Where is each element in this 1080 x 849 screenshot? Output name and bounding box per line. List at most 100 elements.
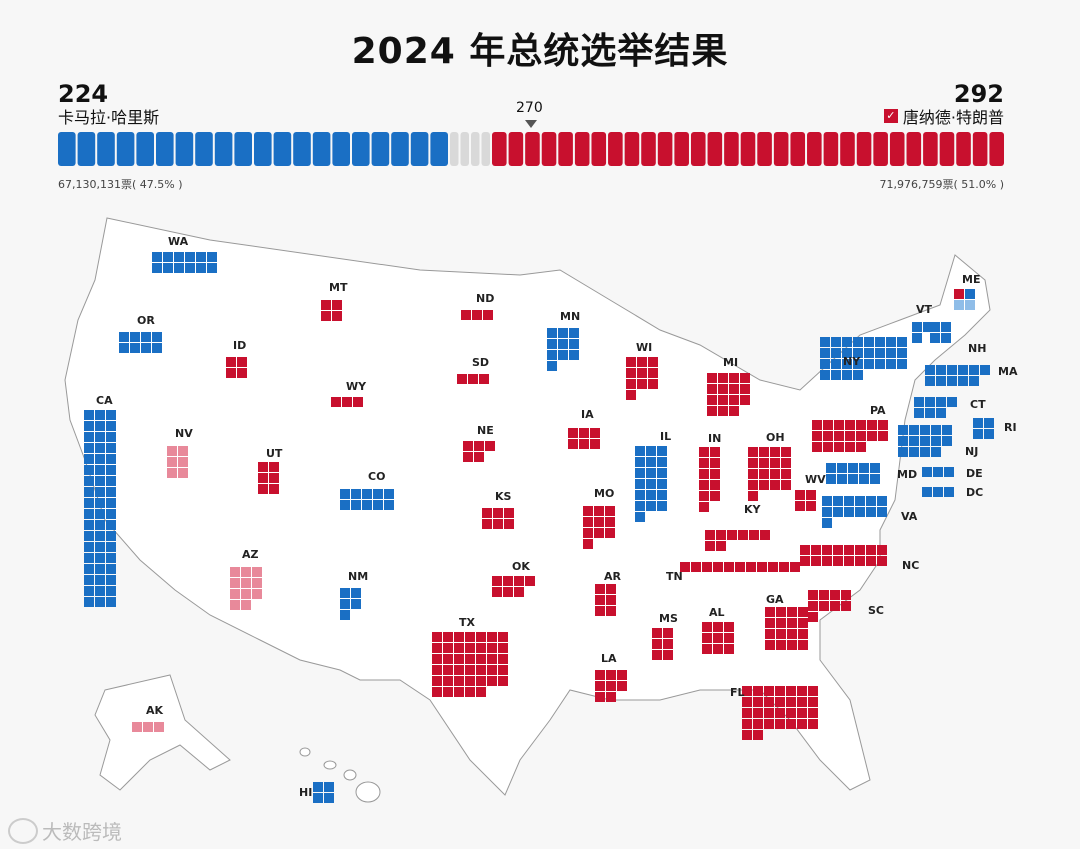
watermark-logo-icon (8, 817, 38, 844)
tile-in (699, 469, 709, 479)
tile-mn (547, 339, 557, 349)
tile-md (826, 474, 836, 484)
tile-tx (443, 687, 453, 697)
tile-ca (106, 520, 116, 530)
tile-az (252, 578, 262, 588)
tile-ms (663, 650, 673, 660)
tile-nc (811, 545, 821, 555)
tile-ia (590, 439, 600, 449)
tile-in (710, 480, 720, 490)
tile-va (844, 507, 854, 517)
tile-pa (845, 420, 855, 430)
tile-pa (867, 431, 877, 441)
tile-tn (702, 562, 712, 572)
tile-mo (594, 506, 604, 516)
tile-ms (663, 639, 673, 649)
tile-wa (185, 263, 195, 273)
bar-segment-rep (790, 132, 806, 166)
tile-ar (595, 606, 605, 616)
tile-md (859, 463, 869, 473)
tile-ca (84, 432, 94, 442)
state-label-fl: FL (730, 686, 745, 699)
tile-fl (786, 697, 796, 707)
tile-tx (443, 665, 453, 675)
tile-fl (764, 697, 774, 707)
tile-wi (637, 357, 647, 367)
tile-mi (707, 384, 717, 394)
tile-wi (626, 390, 636, 400)
tile-az (241, 600, 251, 610)
tile-ca (106, 575, 116, 585)
tile-ut (269, 462, 279, 472)
electoral-vote-bar (58, 132, 1004, 166)
tile-ia (579, 428, 589, 438)
tile-ri (984, 418, 994, 428)
tile-tx (487, 654, 497, 664)
bar-segment-dem (234, 132, 252, 166)
tile-id (237, 368, 247, 378)
tile-ok (514, 576, 524, 586)
tile-il (646, 457, 656, 467)
tile-fl (786, 719, 796, 729)
tile-oh (748, 491, 758, 501)
tile-co (384, 500, 394, 510)
tile-ca (106, 432, 116, 442)
tile-az (230, 578, 240, 588)
tile-ca (95, 454, 105, 464)
tile-tn (790, 562, 800, 572)
tile-or (141, 343, 151, 353)
tile-mi (707, 395, 717, 405)
tile-ok (492, 576, 502, 586)
bar-segment-undecided (460, 132, 469, 166)
state-label-sc: SC (868, 604, 884, 617)
bar-segment-undecided (471, 132, 480, 166)
tile-vt (912, 333, 922, 343)
tile-mi (729, 384, 739, 394)
tile-ky (705, 530, 715, 540)
tile-mo (605, 506, 615, 516)
tile-ny (864, 348, 874, 358)
tile-tx (443, 654, 453, 664)
tile-sc (819, 601, 829, 611)
tile-ga (798, 629, 808, 639)
tile-wy (353, 397, 363, 407)
tile-nj (931, 447, 941, 457)
bar-segment-rep (757, 132, 772, 166)
tile-al (713, 633, 723, 643)
tile-oh (781, 469, 791, 479)
tile-nv (178, 457, 188, 467)
tile-nc (811, 556, 821, 566)
tile-nj (920, 436, 930, 446)
state-label-tx: TX (459, 616, 476, 629)
tile-nm (351, 599, 361, 609)
tile-al (724, 622, 734, 632)
tile-il (657, 501, 667, 511)
tile-ny (864, 359, 874, 369)
tile-ga (765, 640, 775, 650)
tile-ny (875, 359, 885, 369)
tile-ms (652, 650, 662, 660)
tile-wa (207, 263, 217, 273)
tile-ny (853, 359, 863, 369)
tile-ky (716, 530, 726, 540)
tile-fl (808, 708, 818, 718)
tile-id (226, 368, 236, 378)
tile-tx (465, 676, 475, 686)
tile-wa (185, 252, 195, 262)
tile-ny (886, 359, 896, 369)
state-label-mt: MT (329, 281, 348, 294)
tile-or (130, 332, 140, 342)
tile-oh (759, 469, 769, 479)
bar-segment-rep (541, 132, 557, 166)
tile-fl (753, 730, 763, 740)
tile-tx (465, 665, 475, 675)
bar-segment-rep (989, 132, 1004, 166)
tile-al (724, 633, 734, 643)
tile-nj (898, 436, 908, 446)
bar-segment-dem (293, 132, 311, 166)
tile-in (710, 491, 720, 501)
tile-il (646, 446, 656, 456)
tile-ut (258, 473, 268, 483)
bar-segment-dem (273, 132, 292, 166)
state-label-me: ME (962, 273, 980, 286)
